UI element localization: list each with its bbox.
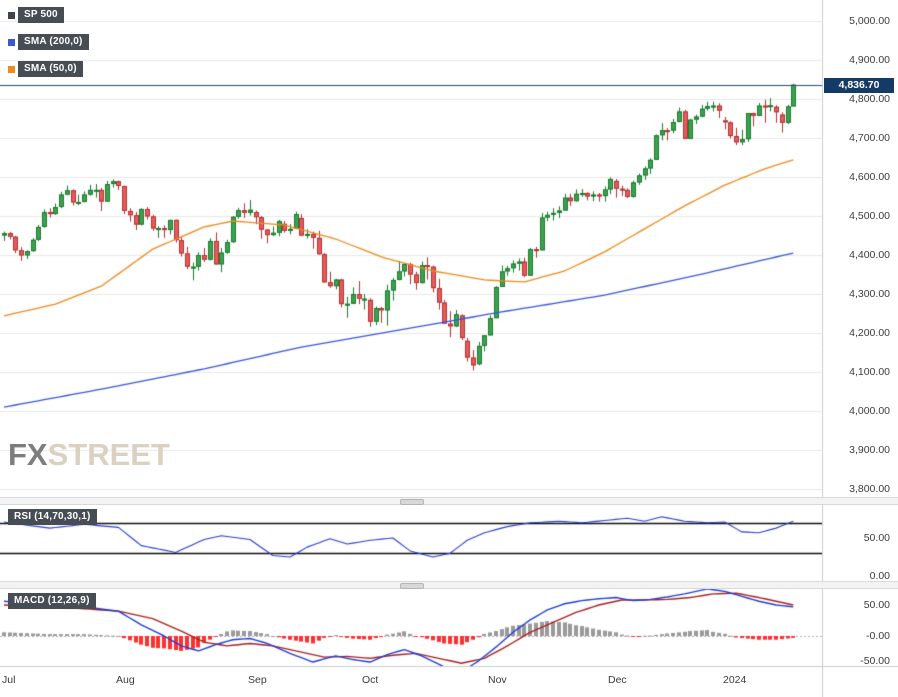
price-tick-label: 4,600.00 bbox=[849, 171, 890, 183]
rsi-indicator-label[interactable]: RSI (14,70,30,1) bbox=[8, 509, 97, 525]
price-tick-label: 4,400.00 bbox=[849, 249, 890, 261]
sma200-color-chip bbox=[8, 38, 15, 46]
price-tick-label: 4,500.00 bbox=[849, 210, 890, 222]
time-tick-label: Oct bbox=[362, 674, 379, 686]
macd-tick-label: 50.00 bbox=[863, 599, 890, 611]
panel-splitter-rsi[interactable] bbox=[0, 497, 898, 505]
last-price-badge: 4,836.70 bbox=[824, 78, 894, 93]
sp500-color-chip bbox=[8, 11, 15, 19]
time-tick-label: Jul bbox=[2, 674, 16, 686]
sma50-color-chip bbox=[8, 65, 15, 73]
macd-tick-label: -50.00 bbox=[860, 655, 890, 667]
price-tick-label: 4,900.00 bbox=[849, 54, 890, 66]
rsi-tick-label: 50.00 bbox=[863, 532, 890, 544]
time-tick-label: 2024 bbox=[723, 674, 747, 686]
time-tick-label: Aug bbox=[116, 674, 135, 686]
time-axis[interactable]: Jul Aug Sep Oct Nov Dec 2024 bbox=[0, 666, 822, 696]
legend-item-sma200[interactable]: SMA (200,0) bbox=[8, 34, 89, 50]
fxstreet-watermark: FXSTREET bbox=[8, 437, 170, 473]
time-tick-label: Dec bbox=[608, 674, 627, 686]
legend: SP 500 SMA (200,0) SMA (50,0) bbox=[8, 7, 89, 77]
legend-label-sp500: SP 500 bbox=[18, 7, 64, 23]
price-tick-label: 3,900.00 bbox=[849, 444, 890, 456]
price-tick-label: 4,700.00 bbox=[849, 132, 890, 144]
price-tick-label: 4,300.00 bbox=[849, 288, 890, 300]
rsi-tick-label: 0.00 bbox=[869, 570, 890, 582]
legend-label-sma50: SMA (50,0) bbox=[18, 61, 83, 77]
price-tick-label: 3,800.00 bbox=[849, 483, 890, 495]
splitter-handle-icon[interactable] bbox=[400, 583, 424, 589]
watermark-street: STREET bbox=[47, 437, 170, 472]
time-tick-label: Nov bbox=[488, 674, 507, 686]
watermark-fx: FX bbox=[8, 437, 48, 472]
macd-tick-label: -0.00 bbox=[866, 630, 890, 642]
legend-label-sma200: SMA (200,0) bbox=[18, 34, 89, 50]
time-tick-label: Sep bbox=[248, 674, 267, 686]
price-tick-label: 4,000.00 bbox=[849, 405, 890, 417]
panel-splitter-macd[interactable] bbox=[0, 581, 898, 589]
price-tick-label: 4,800.00 bbox=[849, 93, 890, 105]
price-tick-label: 4,100.00 bbox=[849, 366, 890, 378]
legend-item-sp500[interactable]: SP 500 bbox=[8, 7, 89, 23]
macd-indicator-label[interactable]: MACD (12,26,9) bbox=[8, 593, 96, 609]
splitter-handle-icon[interactable] bbox=[400, 499, 424, 505]
price-tick-label: 5,000.00 bbox=[849, 15, 890, 27]
price-axis[interactable]: 5,000.00 4,900.00 4,800.00 4,700.00 4,600.00… bbox=[823, 0, 898, 697]
price-tick-label: 4,200.00 bbox=[849, 327, 890, 339]
legend-item-sma50[interactable]: SMA (50,0) bbox=[8, 61, 89, 77]
